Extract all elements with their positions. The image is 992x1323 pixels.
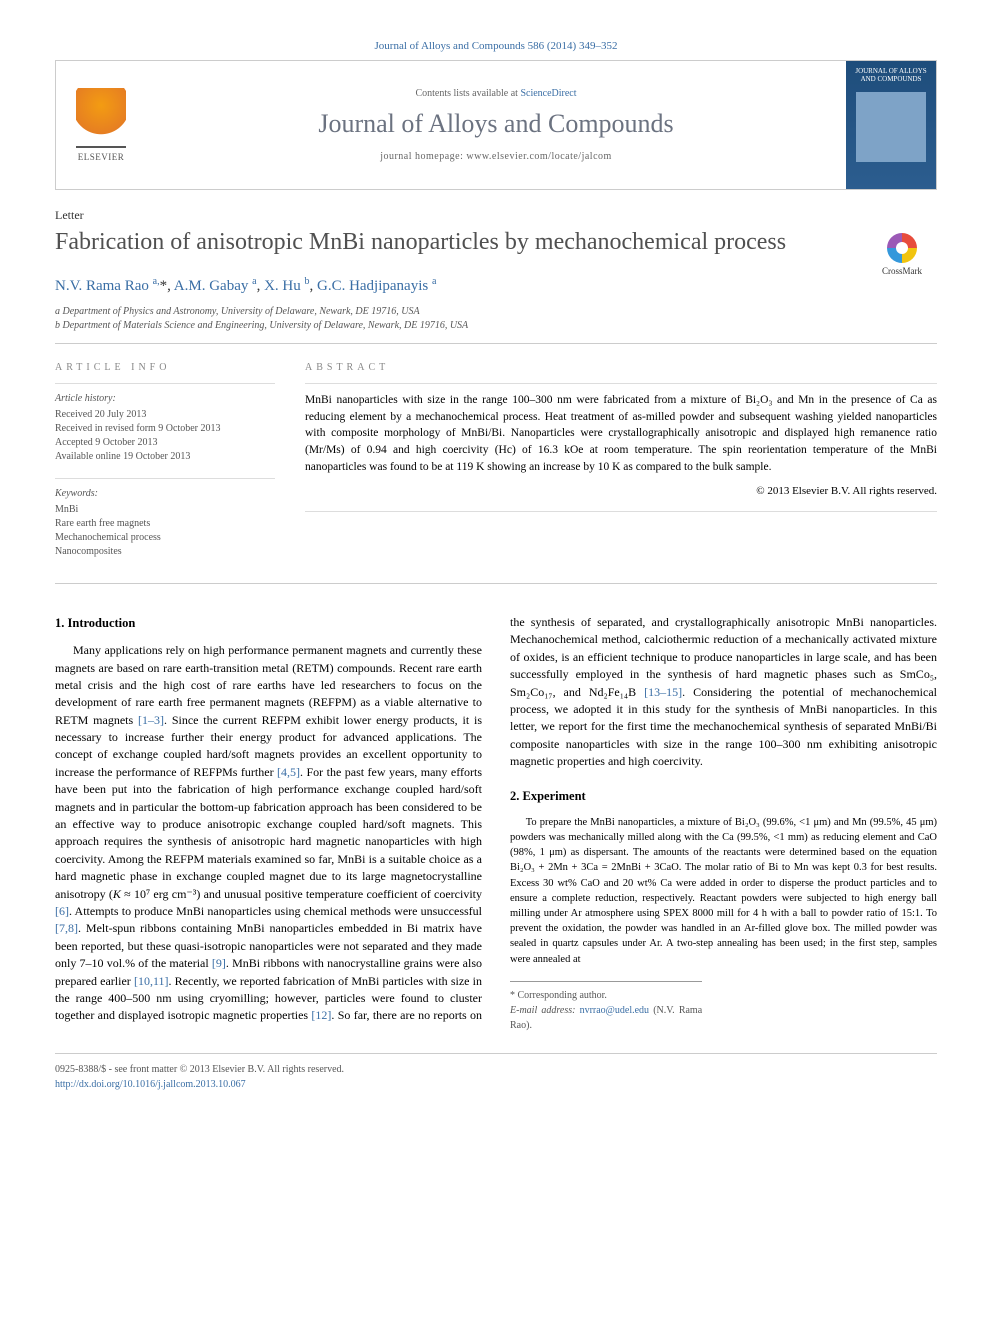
- abstract-heading: ABSTRACT: [305, 362, 937, 373]
- ref-4-5[interactable]: [4,5]: [277, 765, 300, 779]
- affiliation-a: a Department of Physics and Astronomy, U…: [55, 305, 937, 319]
- doi-prefix: http://dx.doi.org/: [55, 1079, 123, 1090]
- contents-line: Contents lists available at ScienceDirec…: [415, 88, 576, 99]
- corresponding-author-note: * Corresponding author. E-mail address: …: [510, 981, 702, 1033]
- info-divider: [305, 511, 937, 512]
- journal-homepage[interactable]: journal homepage: www.elsevier.com/locat…: [380, 151, 612, 162]
- ref-7-8[interactable]: [7,8]: [55, 921, 78, 935]
- cover-image-icon: [856, 92, 926, 162]
- article-type-label: Letter: [55, 208, 937, 223]
- cover-title: JOURNAL OF ALLOYS AND COMPOUNDS: [852, 67, 930, 84]
- info-divider: [55, 478, 275, 479]
- history-accepted: Accepted 9 October 2013: [55, 436, 275, 450]
- ref-12[interactable]: [12]: [311, 1008, 331, 1022]
- section-experiment-heading: 2. Experiment: [510, 787, 937, 805]
- journal-cover-thumb[interactable]: JOURNAL OF ALLOYS AND COMPOUNDS: [846, 61, 936, 189]
- history-received: Received 20 July 2013: [55, 408, 275, 422]
- journal-name: Journal of Alloys and Compounds: [318, 109, 673, 139]
- divider: [55, 583, 937, 584]
- author-1[interactable]: N.V. Rama Rao: [55, 278, 149, 294]
- ref-9[interactable]: [9]: [212, 956, 226, 970]
- corresp-star: * Corresponding author.: [510, 988, 702, 1003]
- keyword-1: MnBi: [55, 503, 275, 517]
- ref-1-3[interactable]: [1–3]: [138, 713, 164, 727]
- journal-citation: Journal of Alloys and Compounds 586 (201…: [55, 40, 937, 52]
- crossmark-icon: [887, 233, 917, 263]
- ref-10-11[interactable]: [10,11]: [134, 974, 169, 988]
- journal-header-box: ELSEVIER Contents lists available at Sci…: [55, 60, 937, 190]
- divider: [55, 343, 937, 344]
- keyword-3: Mechanochemical process: [55, 531, 275, 545]
- authors-line: N.V. Rama Rao a,*, A.M. Gabay a, X. Hu b…: [55, 276, 937, 295]
- footer-issn: 0925-8388/$ - see front matter © 2013 El…: [55, 1062, 344, 1077]
- history-label: Article history:: [55, 392, 275, 406]
- header-center: Contents lists available at ScienceDirec…: [146, 61, 846, 189]
- author-2[interactable]: A.M. Gabay: [174, 278, 249, 294]
- publisher-logo[interactable]: ELSEVIER: [56, 61, 146, 189]
- keyword-2: Rare earth free magnets: [55, 517, 275, 531]
- doi-value: 10.1016/j.jallcom.2013.10.067: [123, 1079, 246, 1090]
- publisher-name: ELSEVIER: [78, 152, 125, 162]
- info-divider: [305, 383, 937, 384]
- history-online: Available online 19 October 2013: [55, 450, 275, 464]
- ref-6[interactable]: [6]: [55, 904, 69, 918]
- ref-13-15[interactable]: [13–15]: [644, 685, 682, 699]
- crossmark-label: CrossMark: [882, 266, 922, 276]
- body-text: 1. Introduction Many applications rely o…: [55, 614, 937, 1033]
- page-footer: 0925-8388/$ - see front matter © 2013 El…: [55, 1053, 937, 1092]
- experiment-paragraph-1: To prepare the MnBi nanoparticles, a mix…: [510, 815, 937, 967]
- info-divider: [55, 383, 275, 384]
- contents-prefix: Contents lists available at: [415, 88, 520, 99]
- keywords-label: Keywords:: [55, 487, 275, 501]
- sciencedirect-link[interactable]: ScienceDirect: [520, 88, 576, 99]
- author-4[interactable]: G.C. Hadjipanayis: [317, 278, 428, 294]
- corresp-email-link[interactable]: nvrrao@udel.edu: [580, 1005, 649, 1016]
- article-info-column: ARTICLE INFO Article history: Received 2…: [55, 362, 275, 573]
- elsevier-tree-icon: [76, 88, 126, 148]
- article-title: Fabrication of anisotropic MnBi nanopart…: [55, 227, 847, 258]
- section-intro-heading: 1. Introduction: [55, 614, 482, 632]
- crossmark-badge[interactable]: CrossMark: [867, 233, 937, 276]
- author-3[interactable]: X. Hu: [264, 278, 301, 294]
- email-label: E-mail address:: [510, 1005, 575, 1016]
- affiliation-b: b Department of Materials Science and En…: [55, 319, 937, 333]
- history-revised: Received in revised form 9 October 2013: [55, 422, 275, 436]
- abstract-column: ABSTRACT MnBi nanoparticles with size in…: [305, 362, 937, 573]
- affiliations: a Department of Physics and Astronomy, U…: [55, 305, 937, 333]
- keyword-4: Nanocomposites: [55, 545, 275, 559]
- abstract-text: MnBi nanoparticles with size in the rang…: [305, 392, 937, 475]
- article-info-heading: ARTICLE INFO: [55, 362, 275, 373]
- doi-link[interactable]: http://dx.doi.org/10.1016/j.jallcom.2013…: [55, 1079, 246, 1090]
- abstract-copyright: © 2013 Elsevier B.V. All rights reserved…: [305, 485, 937, 497]
